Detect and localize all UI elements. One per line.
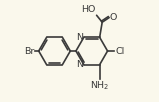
Text: NH$_2$: NH$_2$ <box>90 79 109 92</box>
Text: Br: Br <box>24 47 35 55</box>
Text: N: N <box>76 60 83 69</box>
Text: O: O <box>110 13 117 22</box>
Text: HO: HO <box>81 5 96 14</box>
Text: Cl: Cl <box>115 47 124 55</box>
Text: N: N <box>76 33 83 42</box>
